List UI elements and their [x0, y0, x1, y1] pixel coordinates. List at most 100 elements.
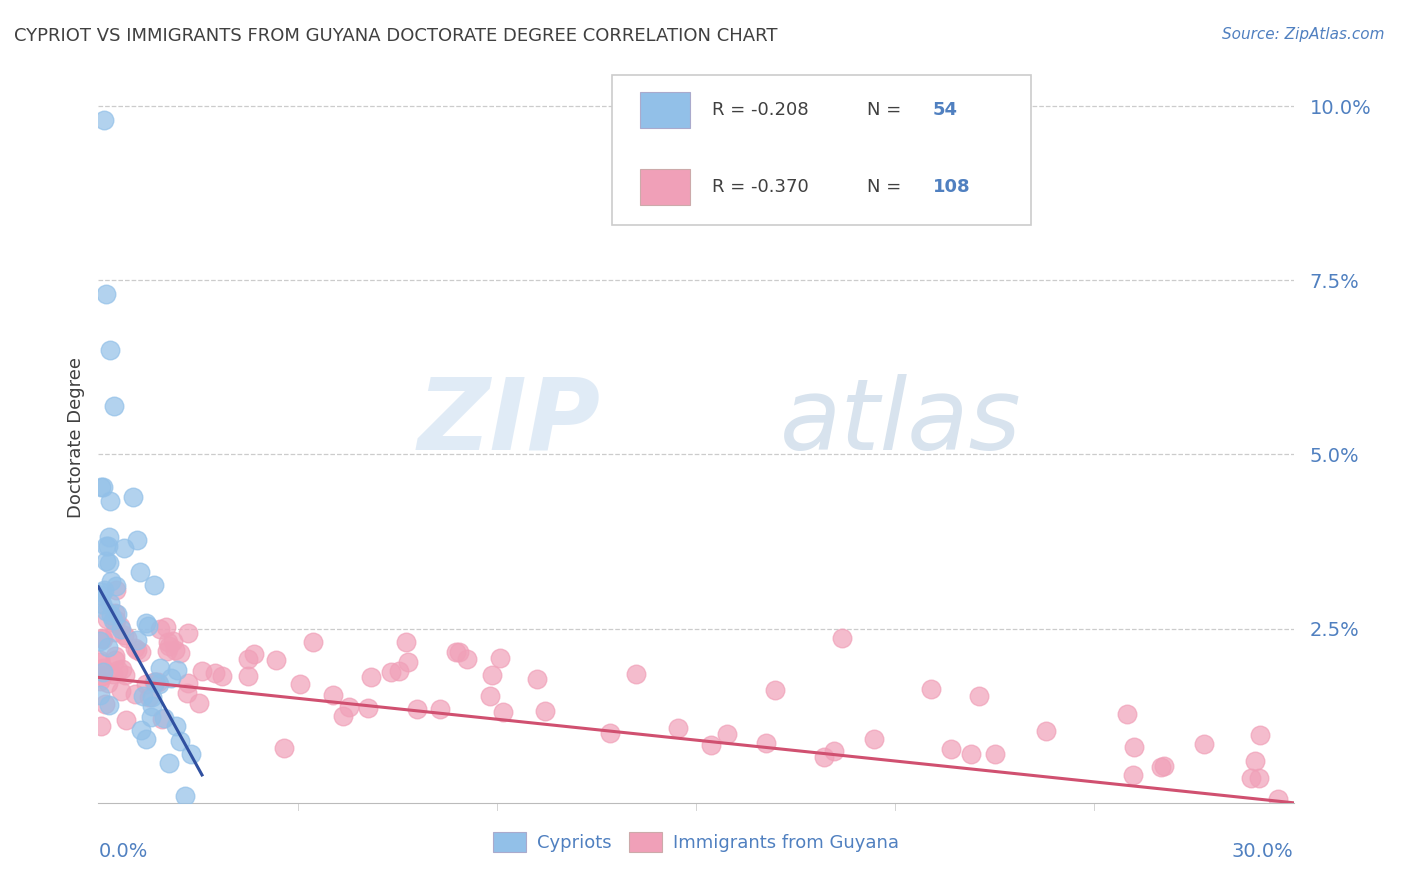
Point — [176, 625, 198, 640]
Point — [104, 653, 127, 667]
Point — [93, 582, 115, 597]
Point — [89, 655, 111, 669]
Point — [599, 726, 621, 740]
Point — [526, 672, 548, 686]
Point — [1249, 728, 1271, 742]
Point — [110, 622, 132, 636]
Point — [716, 727, 738, 741]
Point — [266, 653, 288, 667]
Text: R = -0.370: R = -0.370 — [711, 178, 808, 196]
Point — [191, 664, 214, 678]
Point — [94, 554, 117, 568]
FancyBboxPatch shape — [640, 169, 690, 205]
Point — [104, 615, 127, 630]
Point — [166, 663, 188, 677]
Text: 30.0%: 30.0% — [1232, 842, 1294, 861]
Point — [447, 644, 470, 658]
Point — [135, 677, 157, 691]
Point — [142, 674, 165, 689]
Point — [93, 113, 115, 128]
Point — [388, 664, 411, 678]
Text: 108: 108 — [932, 178, 970, 196]
Point — [91, 597, 114, 611]
Text: N =: N = — [868, 178, 901, 196]
Point — [124, 687, 146, 701]
Point — [148, 676, 170, 690]
Point — [97, 539, 120, 553]
Point — [332, 708, 354, 723]
Point — [939, 742, 962, 756]
Point — [159, 671, 181, 685]
Point — [141, 710, 163, 724]
Point — [141, 690, 163, 705]
Point — [91, 632, 114, 646]
Text: CYPRIOT VS IMMIGRANTS FROM GUYANA DOCTORATE DEGREE CORRELATION CHART: CYPRIOT VS IMMIGRANTS FROM GUYANA DOCTOR… — [14, 27, 778, 45]
Point — [104, 606, 127, 620]
Point — [302, 635, 325, 649]
Text: 0.0%: 0.0% — [98, 842, 148, 861]
Point — [96, 287, 118, 301]
Point — [169, 646, 191, 660]
Point — [91, 669, 114, 683]
Point — [97, 676, 120, 690]
Point — [104, 624, 127, 639]
Point — [112, 627, 135, 641]
Point — [481, 668, 503, 682]
FancyBboxPatch shape — [640, 92, 690, 128]
Point — [91, 631, 114, 645]
Point — [1247, 772, 1270, 786]
Point — [763, 682, 786, 697]
Point — [360, 670, 382, 684]
Point — [89, 688, 111, 702]
Point — [98, 343, 122, 357]
Point — [863, 731, 886, 746]
Point — [149, 622, 172, 636]
Point — [89, 596, 111, 610]
Point — [174, 789, 197, 803]
Point — [666, 721, 689, 735]
Point — [1121, 768, 1143, 782]
Point — [101, 613, 124, 627]
Point — [100, 574, 122, 588]
Point — [129, 566, 152, 580]
Point — [90, 719, 112, 733]
Point — [969, 689, 991, 703]
Legend: Cypriots, Immigrants from Guyana: Cypriots, Immigrants from Guyana — [486, 824, 905, 860]
Point — [357, 701, 380, 715]
Point — [89, 588, 111, 602]
Point — [103, 399, 125, 413]
Point — [98, 556, 121, 570]
Text: atlas: atlas — [779, 374, 1021, 471]
Point — [456, 651, 478, 665]
Point — [491, 705, 513, 719]
Point — [180, 747, 202, 761]
Point — [94, 604, 117, 618]
Point — [97, 530, 120, 544]
Point — [1240, 771, 1263, 785]
Point — [1153, 759, 1175, 773]
Point — [163, 642, 186, 657]
Point — [488, 651, 510, 665]
Point — [444, 645, 467, 659]
Point — [104, 613, 127, 627]
Point — [405, 702, 427, 716]
Point — [177, 676, 200, 690]
Point — [479, 689, 502, 703]
Point — [165, 719, 187, 733]
Point — [93, 665, 115, 680]
Point — [243, 647, 266, 661]
Point — [110, 683, 132, 698]
Point — [813, 749, 835, 764]
Point — [108, 619, 131, 633]
Point — [380, 665, 402, 680]
Point — [93, 697, 115, 711]
Point — [157, 756, 180, 770]
Point — [124, 641, 146, 656]
Point — [1116, 706, 1139, 721]
Point — [125, 533, 148, 547]
Point — [150, 712, 173, 726]
Point — [204, 665, 226, 680]
Point — [104, 649, 127, 664]
Point — [98, 698, 121, 712]
Point — [153, 711, 176, 725]
